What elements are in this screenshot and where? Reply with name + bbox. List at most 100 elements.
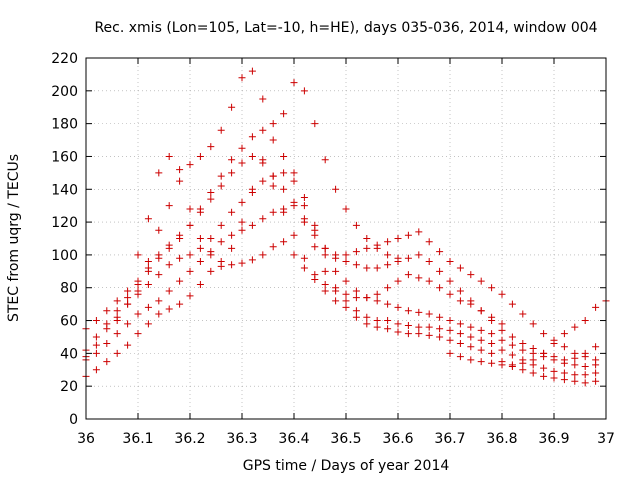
x-tick-label: 36.9 — [538, 431, 569, 447]
data-point — [113, 317, 121, 325]
data-point — [165, 152, 173, 160]
data-point — [477, 326, 485, 334]
data-point — [238, 226, 246, 234]
data-point — [519, 359, 527, 367]
data-point — [332, 287, 340, 295]
data-point — [550, 340, 558, 348]
data-point — [404, 330, 412, 338]
data-point — [415, 330, 423, 338]
data-point — [363, 294, 371, 302]
data-point — [269, 120, 277, 128]
data-point — [592, 356, 600, 364]
data-point — [186, 161, 194, 169]
data-point — [290, 177, 298, 185]
data-point — [144, 215, 152, 223]
data-point — [186, 267, 194, 275]
data-point — [332, 267, 340, 275]
data-point — [144, 257, 152, 265]
data-point — [342, 205, 350, 213]
data-point — [155, 271, 163, 279]
data-point — [467, 356, 475, 364]
data-point — [550, 353, 558, 361]
data-point — [571, 349, 579, 357]
data-point — [300, 202, 308, 210]
data-point — [560, 356, 568, 364]
data-point — [446, 349, 454, 357]
data-point — [124, 341, 132, 349]
data-point — [176, 235, 184, 242]
data-point — [196, 257, 204, 265]
data-point — [269, 182, 277, 190]
data-point — [196, 244, 204, 252]
data-point — [477, 346, 485, 354]
data-point — [581, 362, 589, 370]
data-point — [456, 340, 464, 348]
data-point — [248, 189, 256, 197]
data-point — [155, 226, 163, 234]
data-point — [217, 172, 225, 180]
x-tick-label: 36.4 — [278, 431, 309, 447]
data-point — [540, 372, 548, 380]
data-point — [384, 251, 392, 259]
data-point — [415, 228, 423, 236]
y-tick-label: 80 — [60, 281, 78, 297]
data-point — [248, 256, 256, 264]
data-point — [332, 185, 340, 193]
data-point — [124, 287, 132, 295]
data-point — [436, 284, 444, 292]
data-point — [300, 215, 308, 223]
data-point — [498, 290, 506, 298]
data-point — [352, 287, 360, 295]
data-point — [519, 366, 527, 374]
data-point — [467, 323, 475, 331]
data-point — [373, 264, 381, 272]
data-point — [363, 264, 371, 272]
data-point — [176, 177, 184, 185]
data-point — [446, 277, 454, 285]
data-point — [404, 271, 412, 279]
data-point — [144, 280, 152, 288]
data-point — [321, 287, 329, 295]
data-point — [415, 274, 423, 282]
data-point — [124, 320, 132, 328]
data-point — [259, 95, 267, 103]
data-point — [404, 321, 412, 329]
data-point — [425, 277, 433, 285]
data-point — [228, 261, 236, 269]
data-point — [540, 349, 548, 357]
data-point — [446, 290, 454, 298]
data-point — [228, 231, 236, 239]
data-point — [581, 371, 589, 379]
data-point — [332, 297, 340, 305]
data-point — [363, 320, 371, 328]
data-point — [498, 326, 506, 334]
data-point — [519, 310, 527, 318]
data-point — [259, 251, 267, 259]
data-point — [550, 374, 558, 382]
data-point — [165, 261, 173, 269]
data-point — [342, 277, 350, 285]
data-point — [228, 103, 236, 111]
data-point — [311, 243, 319, 251]
data-point — [384, 300, 392, 308]
data-point — [363, 313, 371, 321]
data-point — [456, 320, 464, 328]
data-point — [488, 340, 496, 348]
data-point — [436, 333, 444, 341]
data-point — [92, 333, 100, 341]
y-tick-label: 0 — [69, 412, 78, 428]
data-point — [259, 215, 267, 223]
data-point — [259, 177, 267, 185]
data-point — [280, 152, 288, 160]
data-point — [529, 344, 537, 352]
data-point — [186, 292, 194, 300]
x-axis-label: GPS time / Days of year 2014 — [243, 458, 450, 474]
data-point — [342, 297, 350, 305]
data-point — [196, 152, 204, 160]
data-point — [550, 367, 558, 375]
data-point — [352, 221, 360, 229]
data-point — [217, 182, 225, 190]
data-point — [103, 320, 111, 328]
data-point — [560, 330, 568, 338]
data-point — [456, 264, 464, 272]
